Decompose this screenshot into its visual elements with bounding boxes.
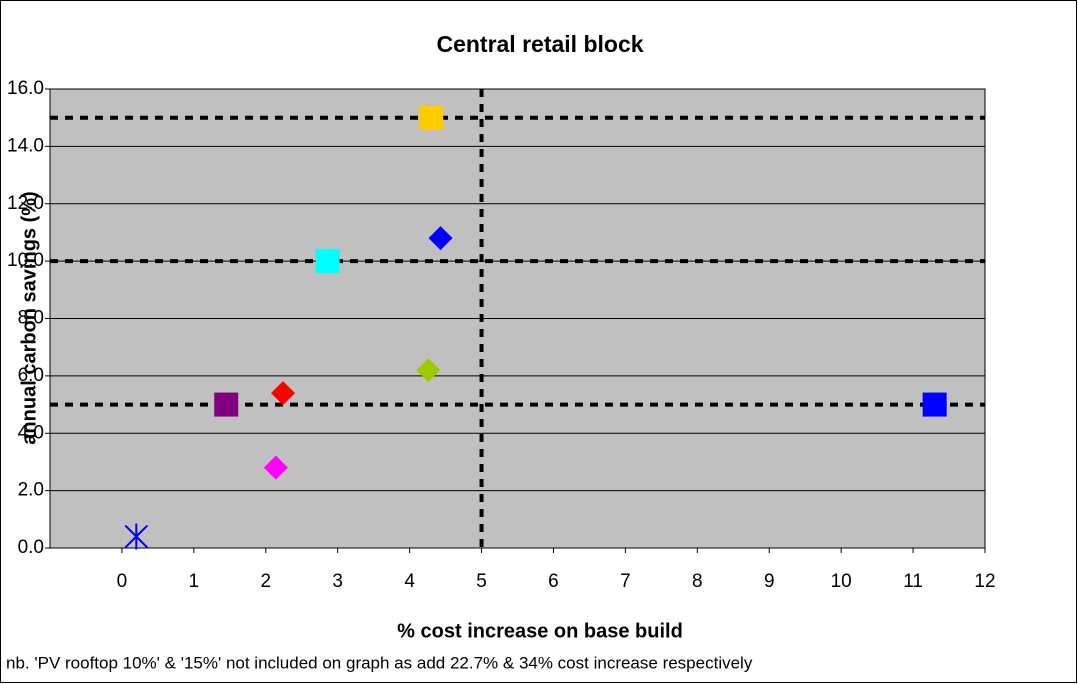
marker bbox=[419, 105, 444, 130]
marker bbox=[271, 381, 296, 406]
x-tick-label: 6 bbox=[548, 571, 559, 592]
y-tick-label: 12.0 bbox=[7, 193, 44, 214]
marker bbox=[263, 455, 288, 480]
y-tick-label: 16.0 bbox=[7, 78, 44, 99]
x-tick-label: 5 bbox=[476, 571, 487, 592]
x-tick-label: 10 bbox=[831, 571, 852, 592]
marker bbox=[416, 358, 441, 383]
y-tick-label: 0.0 bbox=[18, 537, 44, 558]
marker bbox=[124, 523, 149, 550]
marker bbox=[315, 249, 340, 274]
y-tick-label: 10.0 bbox=[7, 250, 44, 271]
x-tick-label: 8 bbox=[692, 571, 703, 592]
x-tick-label: 2 bbox=[260, 571, 271, 592]
x-tick-label: 0 bbox=[117, 571, 128, 592]
marker bbox=[428, 226, 453, 251]
x-tick-label: 12 bbox=[974, 571, 995, 592]
y-tick-label: 14.0 bbox=[7, 135, 44, 156]
y-axis-label: annual carbon savings (%) bbox=[18, 191, 40, 444]
x-tick-label: 4 bbox=[404, 571, 415, 592]
plot-border bbox=[49, 88, 986, 549]
footnote: nb. 'PV rooftop 10%' & '15%' not include… bbox=[6, 653, 753, 672]
y-tick-label: 2.0 bbox=[18, 480, 44, 501]
chart-title: Central retail block bbox=[436, 31, 643, 57]
marker bbox=[922, 392, 947, 417]
y-tick-label: 6.0 bbox=[18, 365, 44, 386]
x-axis-label: % cost increase on base build bbox=[397, 620, 683, 642]
x-tick-label: 9 bbox=[764, 571, 775, 592]
x-tick-label: 3 bbox=[332, 571, 343, 592]
x-tick-label: 7 bbox=[620, 571, 631, 592]
y-tick-label: 8.0 bbox=[18, 308, 44, 329]
marker bbox=[214, 392, 239, 417]
x-tick-label: 11 bbox=[903, 571, 923, 592]
y-tick-label: 4.0 bbox=[18, 422, 44, 443]
x-tick-label: 1 bbox=[189, 571, 200, 592]
